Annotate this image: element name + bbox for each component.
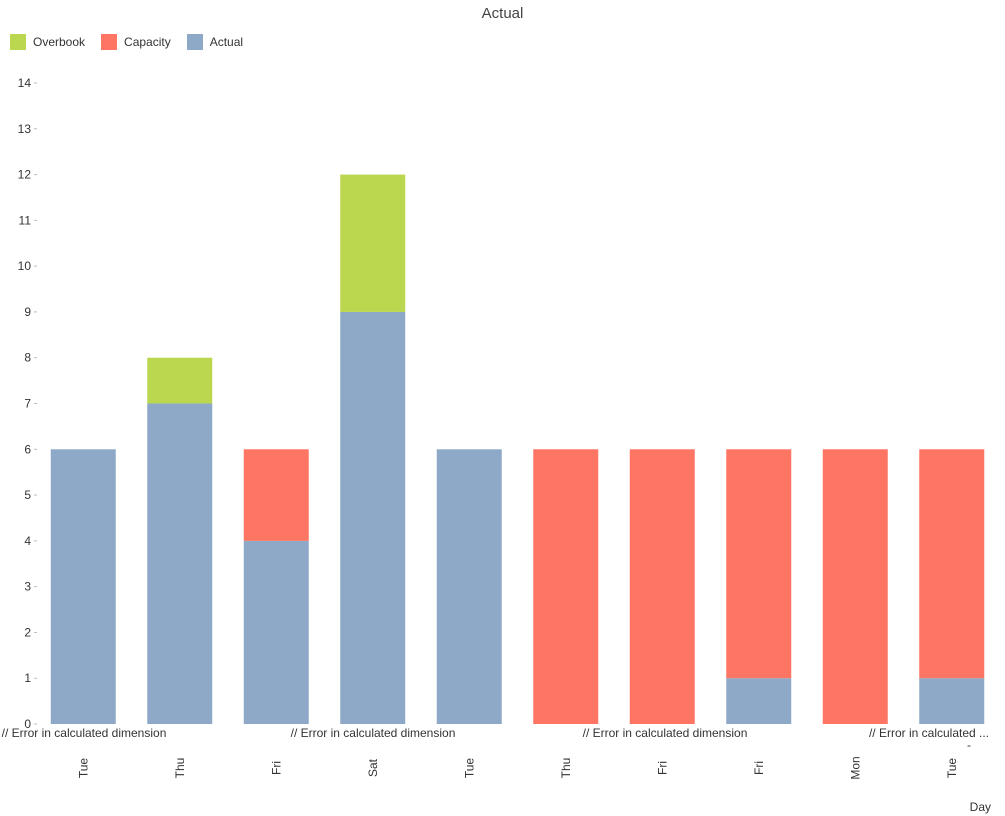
group-label: // Error in calculated dimension [2,726,167,740]
bar-capacity[interactable] [726,449,792,679]
bar-actual[interactable] [147,403,213,725]
bar-capacity[interactable] [629,449,695,724]
y-tick-label: 14 [18,76,32,90]
x-tick-label: Fri [655,761,669,775]
group-label: // Error in calculated dimension [583,726,748,740]
y-tick-label: 2 [24,625,31,639]
y-tick-label: 1 [24,671,31,685]
legend-item-actual[interactable]: Actual [186,34,244,50]
bar-actual[interactable] [340,311,406,724]
bar-actual[interactable] [436,449,502,724]
bar-actual[interactable] [243,540,309,724]
x-tick-label: Mon [848,756,862,779]
legend-item-overbook[interactable]: Overbook [10,34,85,50]
y-tick-label: 13 [18,122,32,136]
y-tick-label: 5 [24,488,31,502]
y-tick-label: 6 [24,442,31,456]
y-tick-label: 9 [24,305,31,319]
bar-actual[interactable] [726,678,792,724]
bar-overbook[interactable] [147,357,213,404]
group-labels: // Error in calculated dimension // Error… [2,726,989,740]
legend: Overbook Capacity Actual [10,34,259,50]
x-tick-label: Tue [945,758,959,779]
y-tick-label: 12 [18,168,32,182]
extra-label: - [967,738,971,752]
bar-capacity[interactable] [533,449,599,724]
x-axis: Tue Thu Fri Sat Tue Thu Fri Fri Mon Tue [76,756,959,779]
y-tick-label: 10 [18,259,32,273]
x-tick-label: Fri [269,761,283,775]
y-tick-label: 3 [24,580,31,594]
legend-swatch-capacity [101,34,118,50]
y-tick-label: 0 [24,717,31,731]
x-tick-label: Fri [752,761,766,775]
bar-capacity[interactable] [243,449,309,541]
legend-swatch-actual [186,34,203,50]
bars [50,174,985,725]
bar-capacity[interactable] [822,449,888,724]
bar-actual[interactable] [919,678,985,724]
legend-item-capacity[interactable]: Capacity [101,34,171,50]
group-label: // Error in calculated dimension [291,726,456,740]
legend-label-capacity: Capacity [124,35,171,49]
y-tick-label: 8 [24,351,31,365]
bar-capacity[interactable] [919,449,985,679]
legend-label-overbook: Overbook [33,35,86,49]
y-tick-label: 11 [19,213,32,227]
legend-label-actual: Actual [209,35,244,49]
bar-overbook[interactable] [340,174,406,312]
chart-title: Actual [481,5,524,22]
x-tick-label: Thu [559,758,573,779]
group-label: // Error in calculated ... [869,726,989,740]
x-tick-label: Tue [462,758,476,779]
x-tick-label: Tue [76,758,90,779]
y-tick-label: 7 [24,397,31,411]
x-tick-label: Thu [173,758,187,779]
x-tick-label: Sat [366,758,380,777]
bar-actual[interactable] [50,449,116,724]
y-tick-label: 4 [24,534,31,548]
x-axis-title: Day [970,800,991,814]
legend-swatch-overbook [10,34,26,50]
